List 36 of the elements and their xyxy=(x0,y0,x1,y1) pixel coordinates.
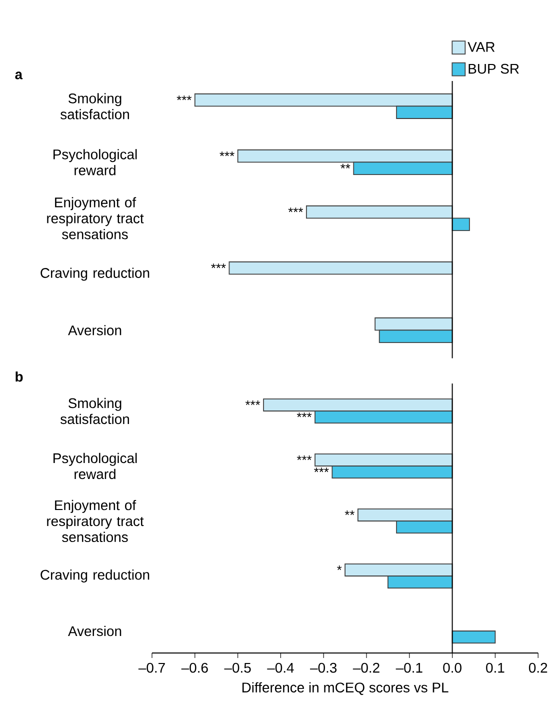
y-tick-label: Craving reduction xyxy=(40,569,149,582)
y-tick-label: Psychological reward xyxy=(53,452,136,480)
legend-label: VAR xyxy=(467,42,494,52)
y-tick-label: Craving reduction xyxy=(40,268,149,281)
x-tick-label: 0.2 xyxy=(528,662,547,673)
y-tick-label: Aversion xyxy=(68,325,121,336)
annotation: *** xyxy=(210,264,226,268)
annotation: * xyxy=(336,565,342,570)
x-tick-label: –0.2 xyxy=(352,662,380,673)
x-axis-title: Difference in mCEQ scores vs PL xyxy=(242,682,448,695)
x-tick-label: 0.1 xyxy=(486,662,504,673)
annotation: *** xyxy=(176,96,192,100)
annotation: *** xyxy=(296,455,312,460)
annotation: *** xyxy=(245,400,260,406)
y-tick-label: Psychological reward xyxy=(53,149,136,176)
x-tick-label: –0.6 xyxy=(181,662,208,673)
x-tick-label: 0.0 xyxy=(442,662,462,673)
x-tick-label: –0.7 xyxy=(138,662,165,673)
legend-label: BUP SR xyxy=(468,64,519,74)
text: b xyxy=(15,371,22,382)
y-tick-label: Smoking satisfaction xyxy=(60,398,129,424)
y-tick-label: Enjoyment of respiratory tract sensations xyxy=(46,500,144,542)
x-tick-label: –0.4 xyxy=(266,662,294,673)
x-tick-label: –0.3 xyxy=(310,662,336,673)
annotation: *** xyxy=(219,152,234,156)
y-tick-label: Smoking satisfaction xyxy=(60,93,129,120)
annotation: ** xyxy=(344,510,354,516)
annotation: ** xyxy=(340,164,350,168)
y-tick-label: Enjoyment of respiratory tract sensations xyxy=(46,197,144,240)
x-tick-label: –0.5 xyxy=(224,662,251,673)
y-tick-label: Aversion xyxy=(68,626,121,636)
annotation: *** xyxy=(296,412,312,418)
x-tick-label: –0.1 xyxy=(396,662,422,673)
annotation: *** xyxy=(314,468,329,472)
text: a xyxy=(14,72,22,80)
annotation: *** xyxy=(288,208,303,212)
